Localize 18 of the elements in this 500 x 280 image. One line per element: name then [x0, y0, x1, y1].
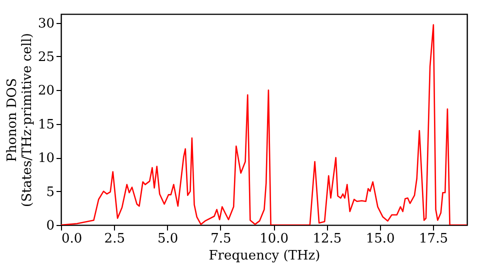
y-tick-label: 25 [38, 50, 54, 65]
y-tick-label: 15 [38, 117, 54, 132]
y-tick-label: 5 [46, 184, 54, 200]
x-tick-label: 15.0 [366, 232, 395, 246]
x-tick-label: 2.5 [104, 232, 125, 246]
x-tick-label: 0.0 [62, 232, 82, 246]
x-tick-label: 12.5 [312, 232, 342, 246]
y-tick-label: 30 [38, 16, 54, 32]
x-tick-label: 7.5 [210, 232, 232, 246]
x-tick-label: 10.0 [260, 232, 289, 246]
line-series [61, 24, 467, 225]
x-tick-label: 17.5 [419, 232, 448, 246]
x-axis-title: Frequency (THz) [208, 248, 320, 264]
y-axis-title: Phonon DOS (States/THz·primitive cell) [4, 32, 35, 208]
y-tick-label: 0 [46, 218, 54, 234]
y-tick-label: 20 [38, 84, 54, 99]
x-tick-label: 5.0 [157, 232, 178, 246]
y-tick-label: 10 [38, 151, 54, 166]
